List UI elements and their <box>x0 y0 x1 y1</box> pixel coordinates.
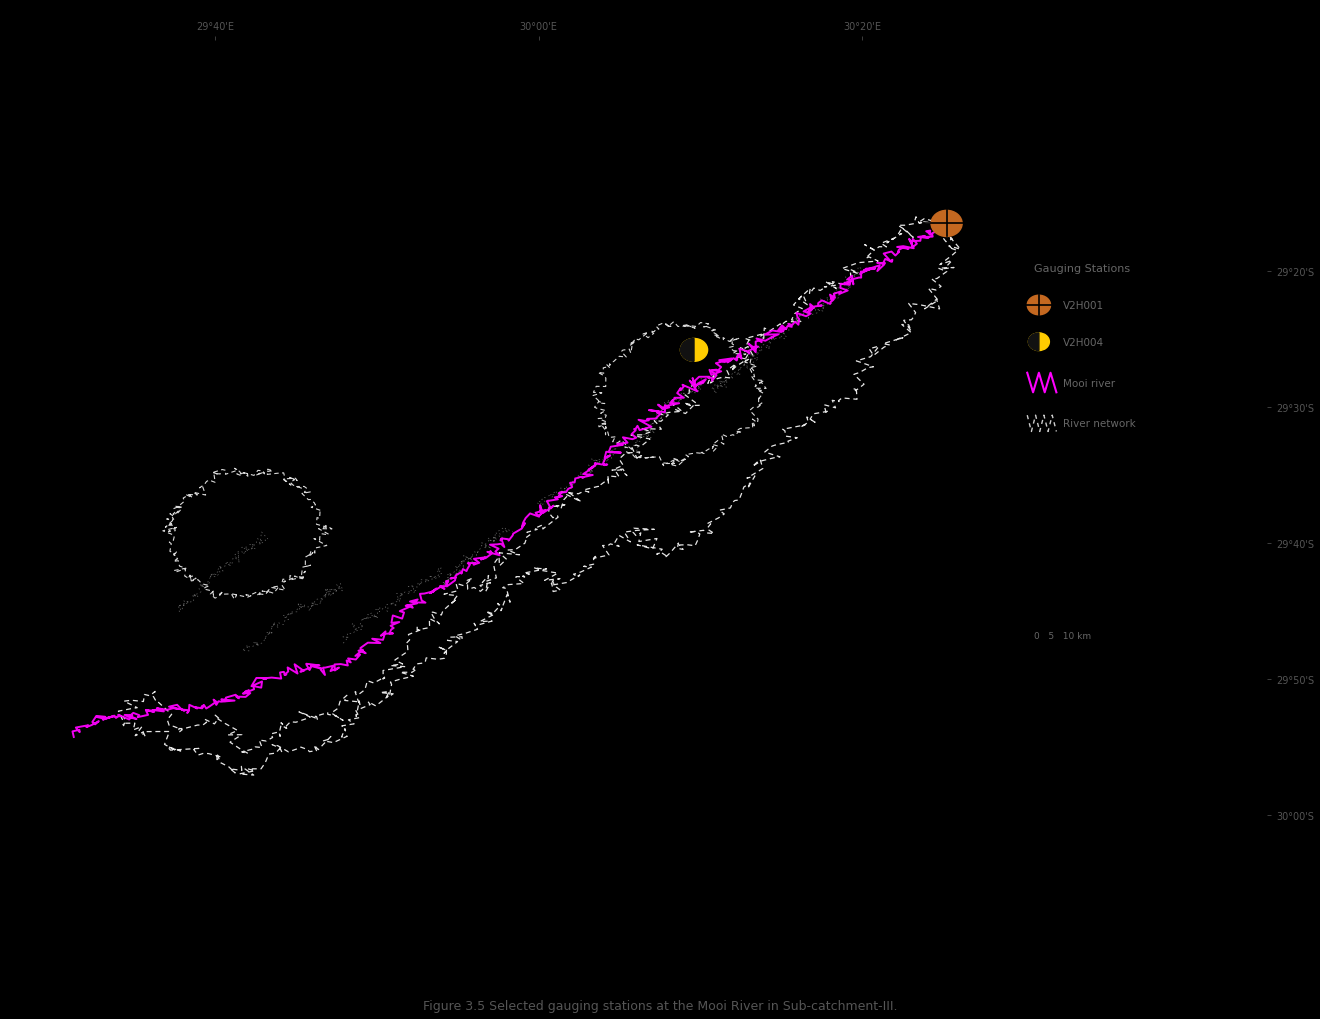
Circle shape <box>931 211 962 237</box>
Text: River network: River network <box>1063 419 1137 429</box>
Circle shape <box>1027 296 1051 316</box>
Text: Gauging Stations: Gauging Stations <box>1034 264 1130 274</box>
Text: Mooi river: Mooi river <box>1063 378 1115 388</box>
Wedge shape <box>1028 333 1039 352</box>
Text: V2H001: V2H001 <box>1063 301 1105 311</box>
Text: 0   5   10 km: 0 5 10 km <box>1034 632 1092 640</box>
Circle shape <box>680 339 708 362</box>
Text: V2H004: V2H004 <box>1063 337 1105 347</box>
Circle shape <box>1028 333 1049 352</box>
Wedge shape <box>680 339 694 362</box>
Text: Figure 3.5 Selected gauging stations at the Mooi River in Sub-catchment-III.: Figure 3.5 Selected gauging stations at … <box>422 999 898 1012</box>
